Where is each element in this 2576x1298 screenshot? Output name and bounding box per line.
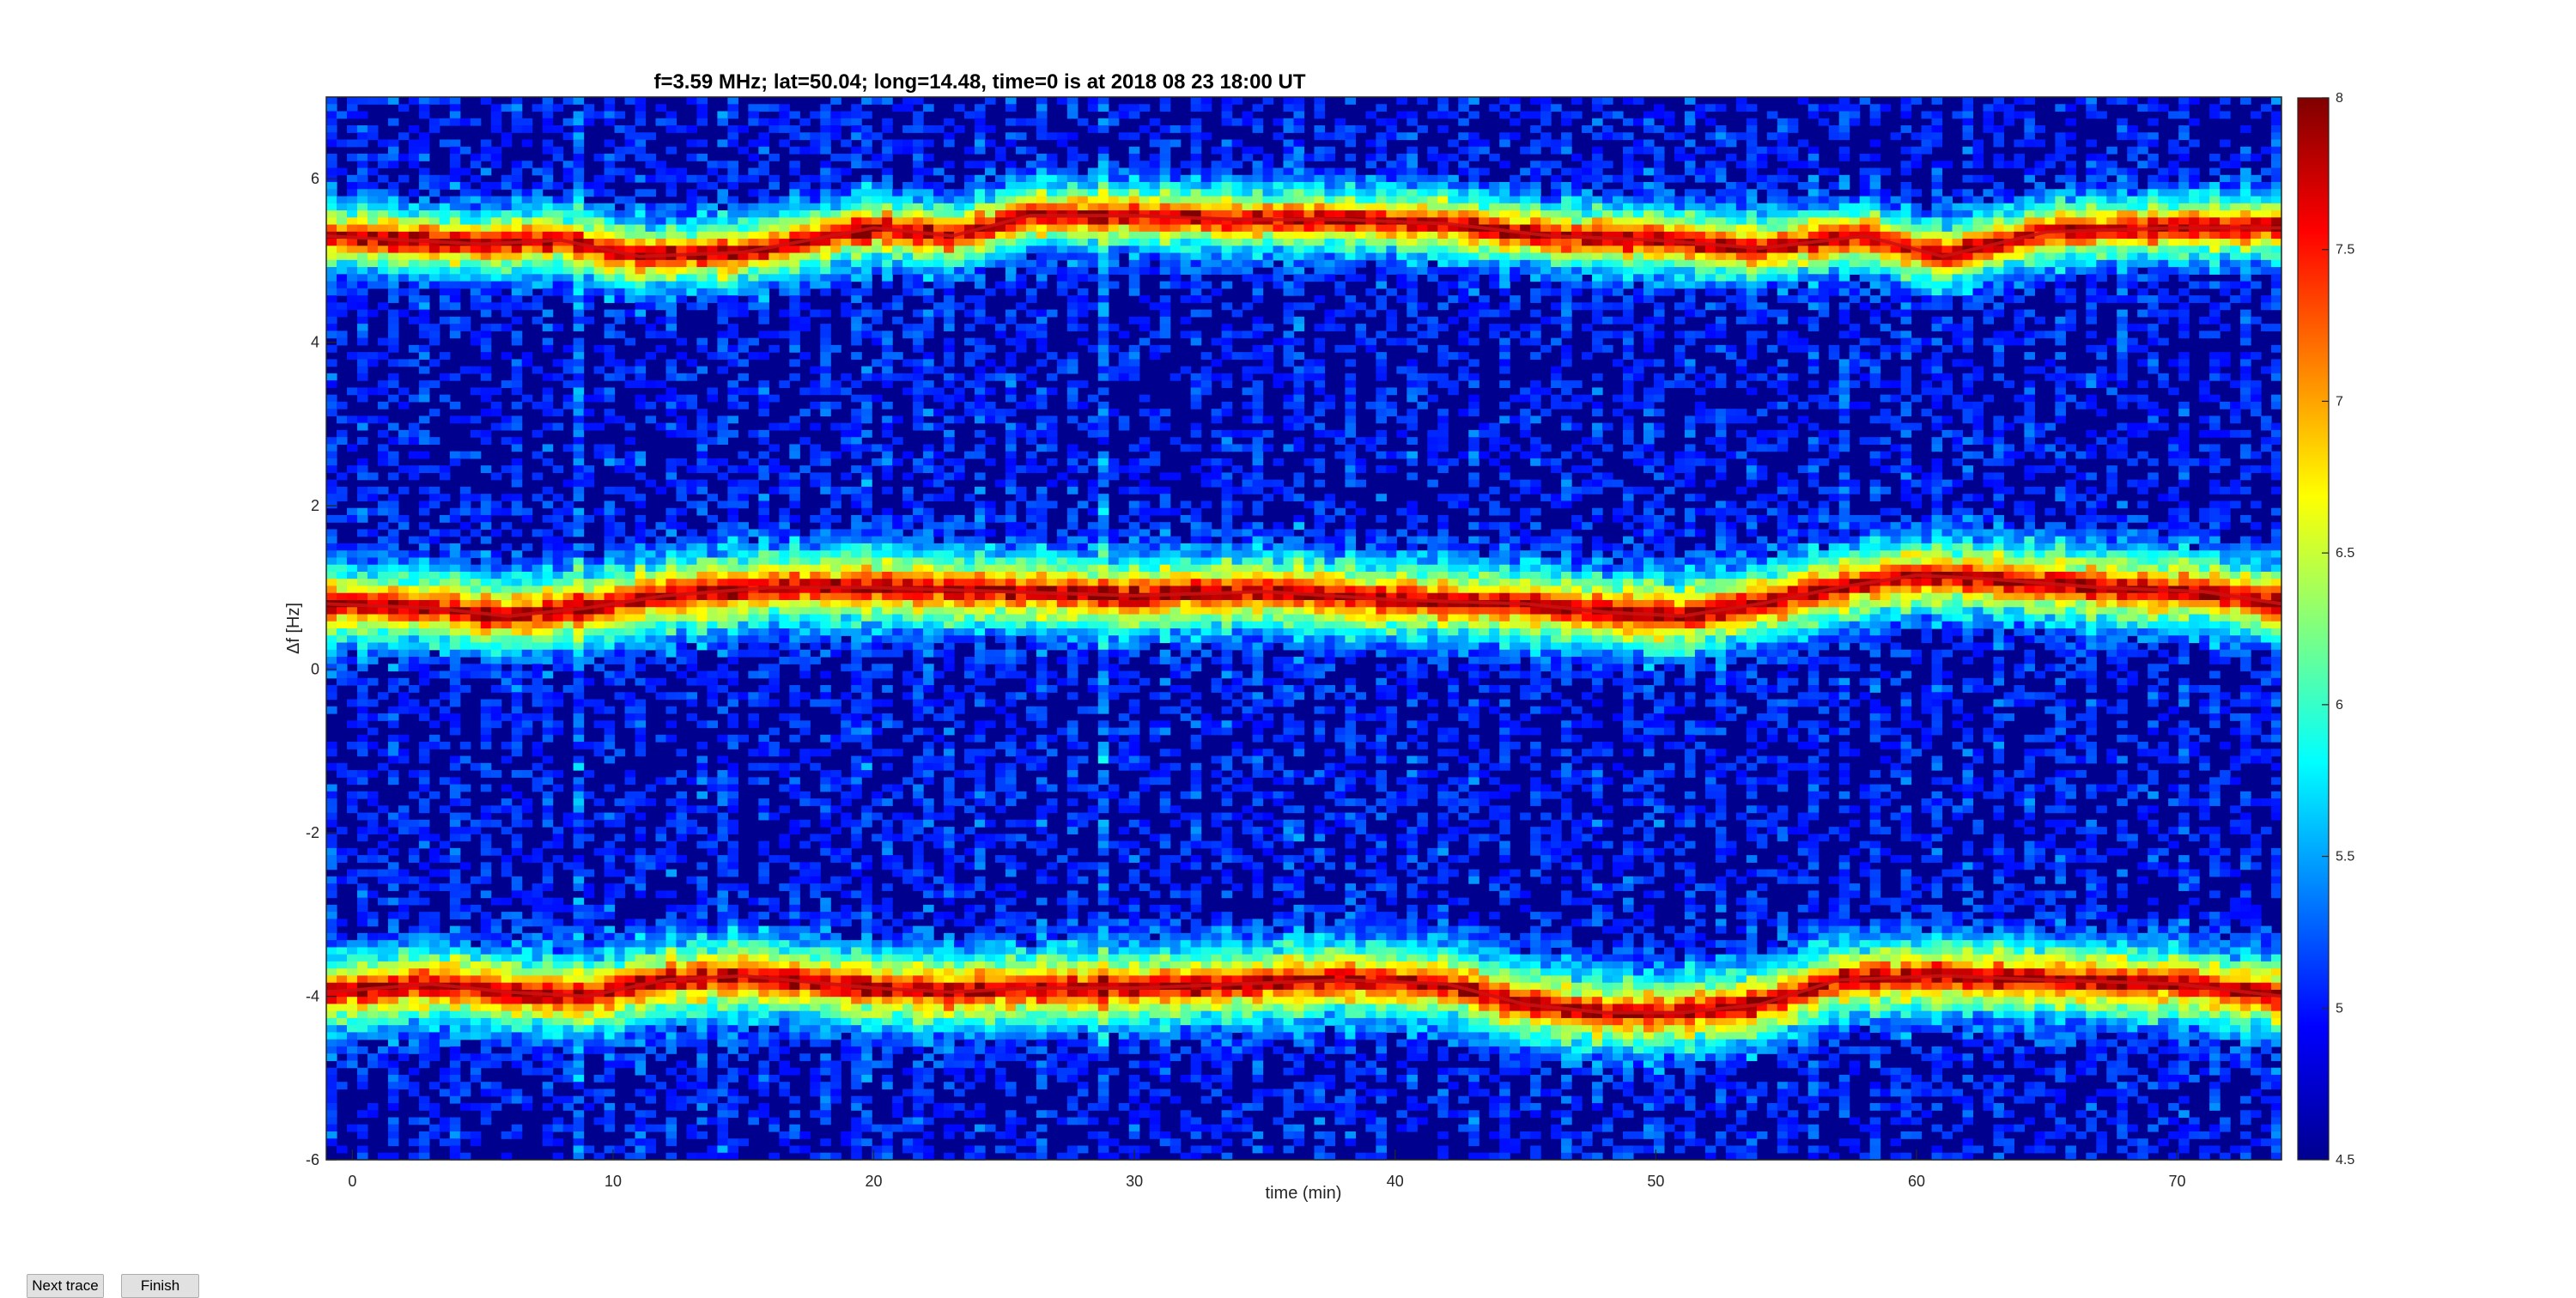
x-tick-label: 20	[866, 1173, 883, 1190]
plot-area	[326, 97, 2282, 1161]
colorbar-tick-label: 5	[2336, 1001, 2343, 1016]
y-tick-label: -6	[306, 1151, 319, 1168]
y-tick-label: -2	[306, 824, 319, 841]
colorbar-tick-label: 6	[2336, 698, 2343, 713]
x-tick-label: 50	[1647, 1173, 1664, 1190]
y-tick-label: 2	[311, 497, 319, 514]
finish-button[interactable]: Finish	[121, 1274, 199, 1298]
y-tick-label: 6	[311, 170, 319, 187]
y-tick-label: 0	[311, 661, 319, 678]
y-tick-label: -4	[306, 988, 319, 1005]
x-axis-label: time (min)	[1266, 1184, 1342, 1203]
x-tick-label: 10	[605, 1173, 622, 1190]
next-trace-button[interactable]: Next trace	[27, 1274, 104, 1298]
chart-title: f=3.59 MHz; lat=50.04; long=14.48, time=…	[653, 70, 1305, 94]
y-tick-label: 4	[311, 334, 319, 351]
x-tick-label: 30	[1126, 1173, 1143, 1190]
colorbar-tick-label: 4.5	[2336, 1153, 2354, 1168]
y-axis-label: Δf [Hz]	[284, 603, 303, 654]
colorbar-tick-label: 5.5	[2336, 850, 2354, 864]
colorbar-tick-label: 6.5	[2336, 546, 2354, 561]
x-tick-label: 60	[1908, 1173, 1925, 1190]
heatmap-layer	[326, 97, 2282, 1161]
colorbar-tick-label: 8	[2336, 91, 2343, 106]
colorbar-tick-label: 7	[2336, 394, 2343, 409]
colorbar-tick-label: 7.5	[2336, 243, 2354, 258]
x-tick-label: 40	[1387, 1173, 1404, 1190]
x-tick-label: 0	[348, 1173, 356, 1190]
x-tick-label: 70	[2169, 1173, 2186, 1190]
colorbar	[2298, 98, 2329, 1160]
